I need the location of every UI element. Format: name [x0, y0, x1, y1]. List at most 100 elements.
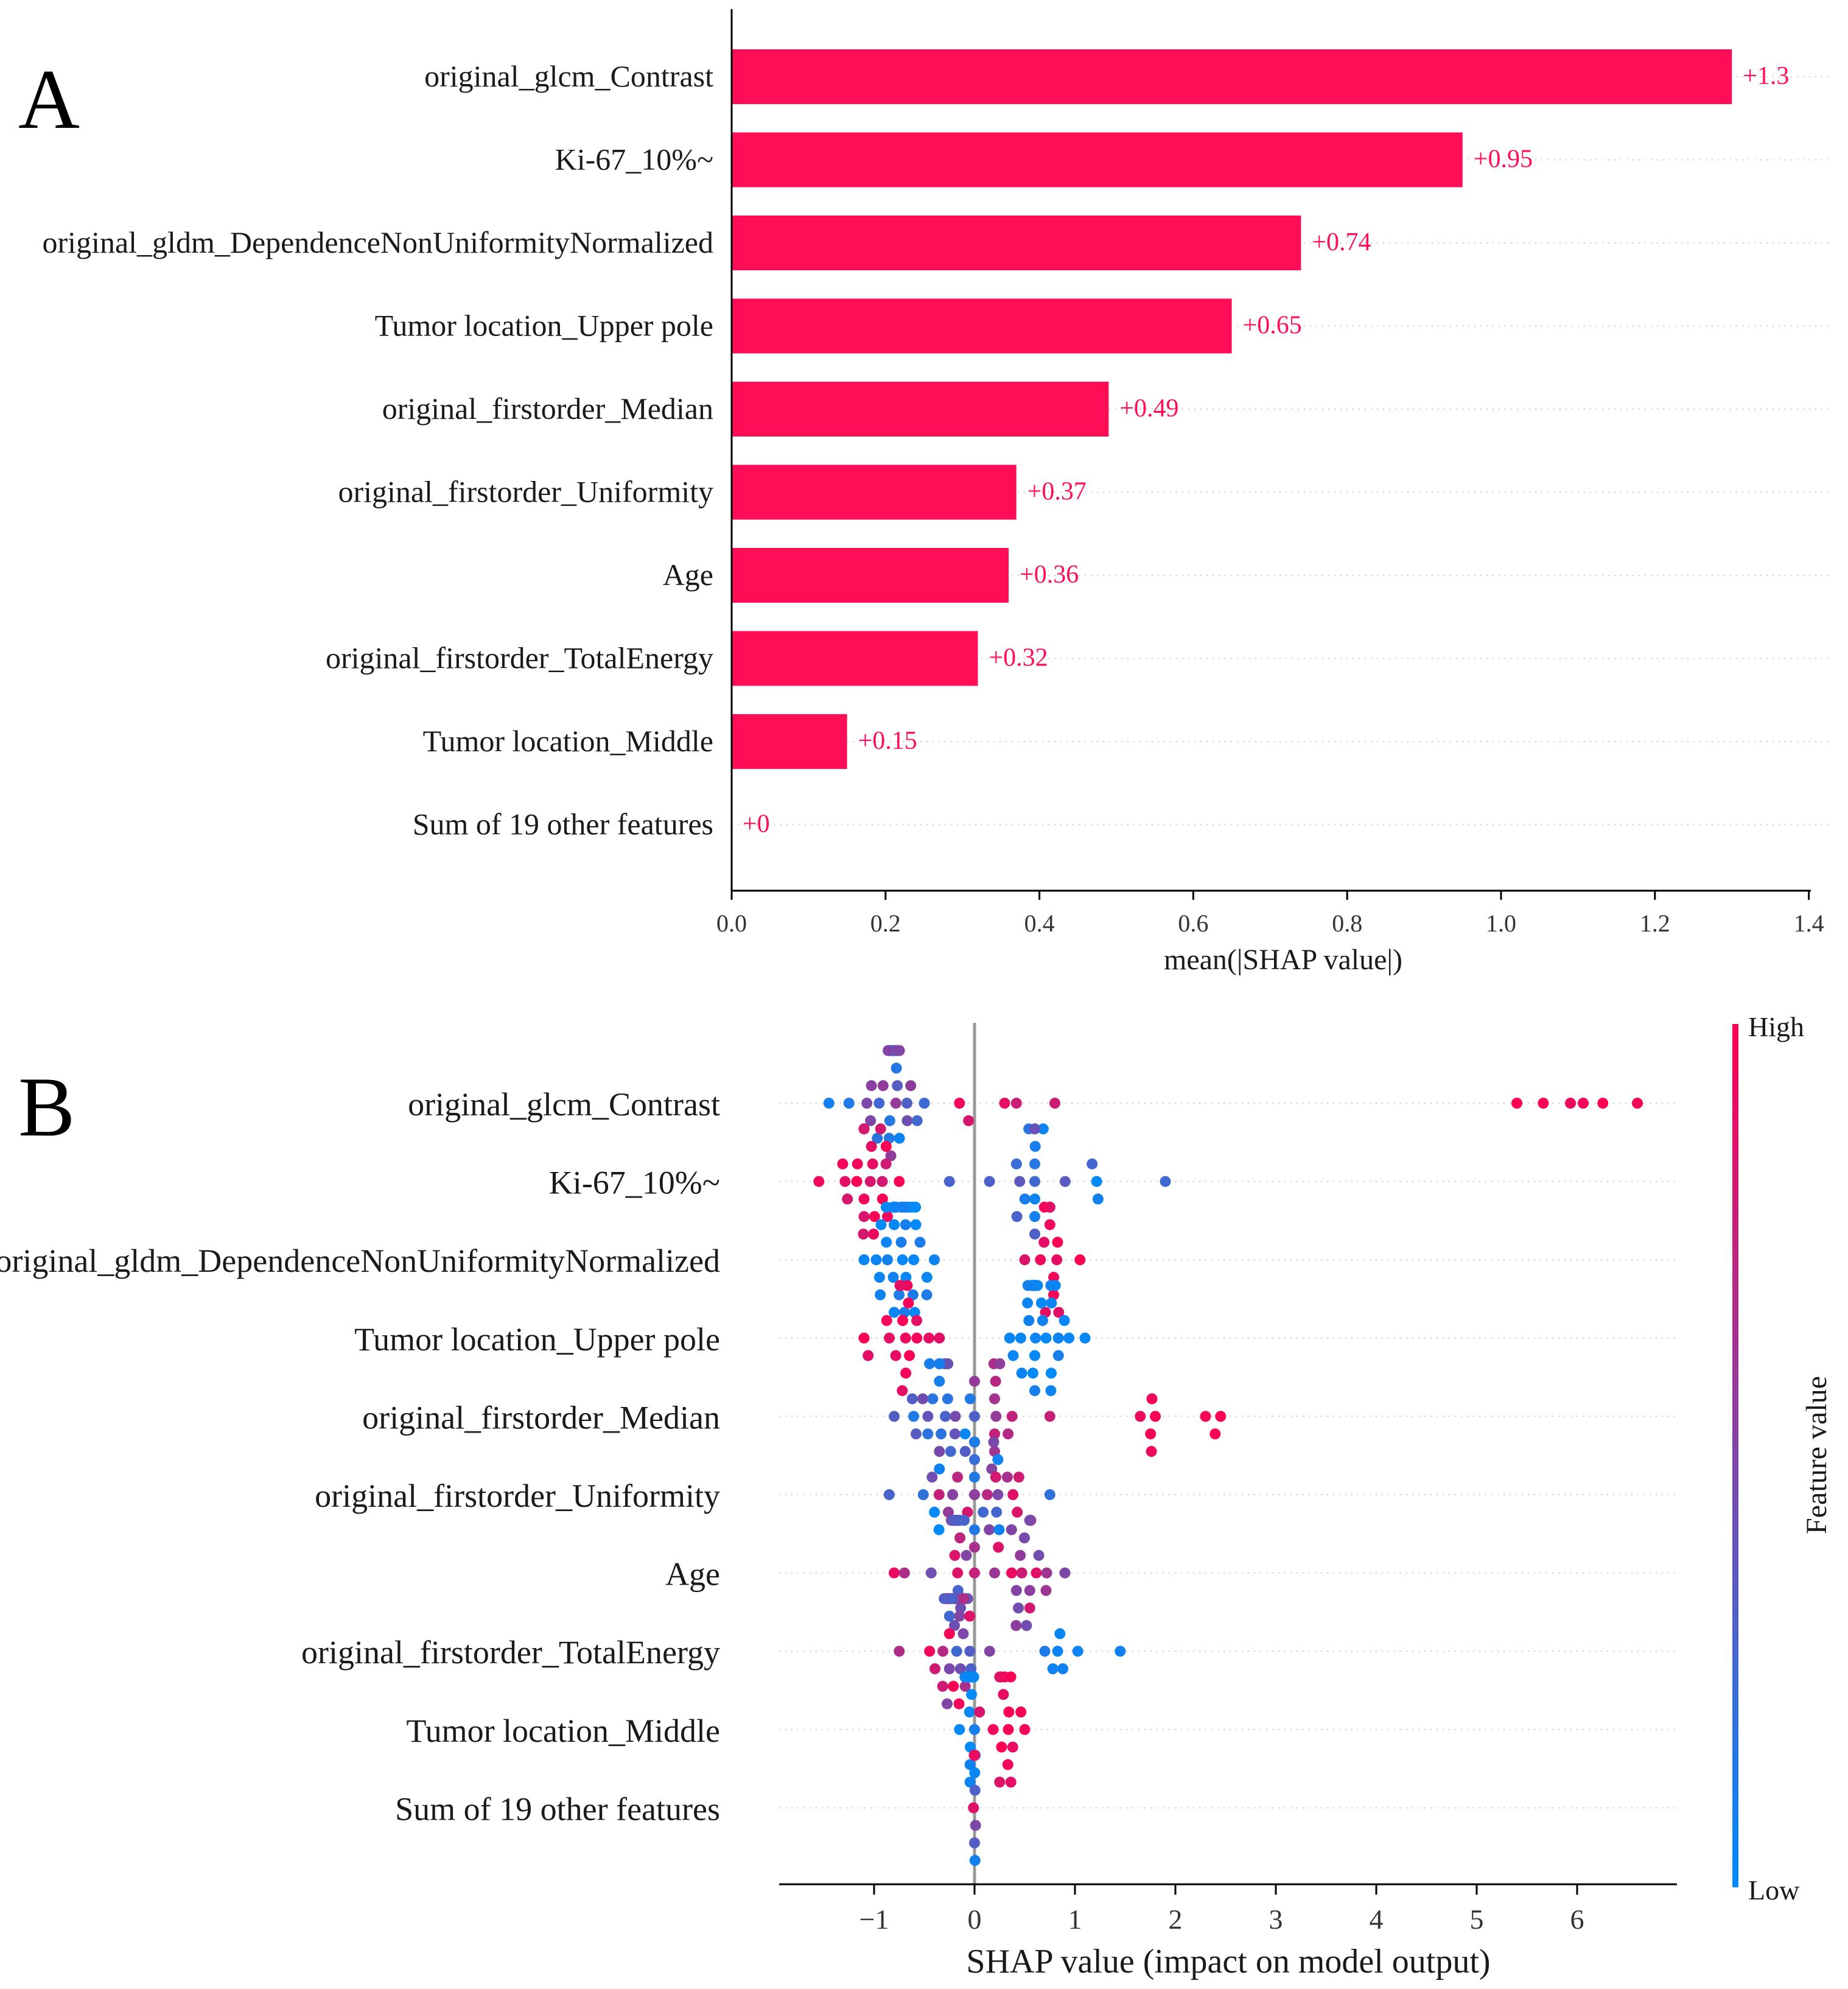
shap-dot — [1059, 1315, 1070, 1326]
shap-dot — [1035, 1254, 1046, 1266]
shap-dot — [924, 1358, 936, 1369]
shap-dot — [943, 1628, 955, 1640]
shap-dot — [880, 1141, 892, 1152]
shap-dot — [897, 1385, 908, 1397]
shap-dot — [1029, 1141, 1041, 1152]
shap-dot — [1041, 1567, 1052, 1579]
shap-dot — [842, 1193, 853, 1205]
shap-dot — [1003, 1428, 1014, 1440]
shap-dot — [1029, 1123, 1040, 1135]
shap-dot — [934, 1358, 945, 1369]
shap-dot — [1029, 1229, 1040, 1240]
shap-dot — [1038, 1201, 1050, 1213]
shap-dot — [898, 1567, 910, 1579]
shap-dot — [964, 1759, 976, 1770]
shap-dot — [861, 1098, 873, 1109]
shap-dot — [993, 1542, 1004, 1553]
y-axis-labels: original_glcm_Contrast Ki-67_10%~ original… — [0, 1086, 720, 1827]
bar-value-label: +0.15 — [858, 727, 917, 755]
shap-dot — [954, 1098, 965, 1109]
shap-dot — [1006, 1524, 1017, 1535]
colorbar-title: Feature value — [1801, 1376, 1833, 1534]
shap-dot — [950, 1411, 961, 1422]
shap-dot — [881, 1315, 892, 1326]
shap-dot — [1010, 1158, 1022, 1170]
shap-dot — [933, 1489, 945, 1500]
shap-dot — [813, 1176, 825, 1187]
shap-dot — [1010, 1585, 1022, 1596]
shap-dot — [953, 1698, 965, 1710]
panel-label-a: A — [18, 52, 80, 147]
shap-dot — [942, 1393, 953, 1405]
shap-dot — [911, 1332, 923, 1344]
shap-dot — [891, 1062, 902, 1074]
shap-dot — [969, 1472, 980, 1483]
shap-dot — [969, 1542, 980, 1553]
bar-value-label: +0.37 — [1027, 478, 1087, 506]
shap-dot — [970, 1820, 981, 1831]
shap-dot — [969, 1567, 980, 1579]
shap-dot — [929, 1254, 940, 1266]
shap-dot — [843, 1098, 855, 1109]
shap-dot — [957, 1628, 969, 1640]
shap-dot — [994, 1358, 1006, 1369]
shap-dot — [1019, 1193, 1031, 1205]
shap-dot — [943, 1663, 955, 1674]
shap-dot — [1209, 1428, 1221, 1440]
shap-dot — [933, 1524, 945, 1535]
bar-value-label: +0.36 — [1020, 561, 1079, 589]
shap-dot — [1051, 1254, 1063, 1266]
x-tick-label: 6 — [1570, 1904, 1584, 1935]
shap-dot — [934, 1375, 945, 1387]
shap-dot — [993, 1524, 1005, 1535]
shap-dot — [883, 1045, 894, 1056]
shap-dot — [1057, 1663, 1069, 1674]
shap-dot — [877, 1080, 889, 1092]
bar-value-label: +1.3 — [1743, 62, 1789, 90]
shap-dot — [1135, 1411, 1146, 1422]
shap-dot — [1035, 1297, 1047, 1309]
shap-dot — [992, 1489, 1004, 1500]
shap-dot — [1011, 1211, 1023, 1223]
shap-dot — [1019, 1532, 1030, 1543]
shap-dot — [881, 1237, 892, 1248]
shap-dot — [959, 1515, 970, 1526]
shap-dot — [966, 1689, 978, 1700]
shap-dot — [1022, 1297, 1034, 1309]
shap-dot — [963, 1115, 975, 1126]
shap-dot — [991, 1506, 1003, 1518]
bar-chart-panel-a: +1.3 +0.95 +0.74 +0.65 +0.49 +0.37 +0.36 +0.32 +… — [43, 9, 1832, 976]
shap-dot — [978, 1506, 989, 1518]
shap-dot — [900, 1367, 912, 1379]
shap-dot — [1031, 1567, 1042, 1579]
shap-dot — [952, 1472, 964, 1483]
shap-dot — [1030, 1332, 1041, 1344]
shap-dot — [994, 1777, 1006, 1788]
shap-dot — [999, 1098, 1010, 1109]
shap-dot — [964, 1777, 976, 1788]
shap-dot — [969, 1784, 981, 1796]
y-tick-label: original_firstorder_Median — [362, 1399, 720, 1436]
shap-dot — [1004, 1332, 1015, 1344]
shap-dot — [1024, 1585, 1035, 1596]
shap-dot — [958, 1593, 970, 1604]
shap-dot — [969, 1767, 981, 1778]
shap-dot — [969, 1454, 980, 1465]
y-tick-label: Age — [665, 1556, 720, 1593]
shap-dot — [1145, 1428, 1157, 1440]
shap-dot — [872, 1132, 883, 1144]
bar — [732, 548, 1009, 603]
shap-dot — [1029, 1158, 1040, 1170]
shap-dot — [1091, 1176, 1102, 1187]
shap-dot — [894, 1646, 905, 1657]
shap-dot — [945, 1446, 956, 1457]
shap-dot — [952, 1567, 964, 1579]
bar-value-labels: +1.3 +0.95 +0.74 +0.65 +0.49 +0.37 +0.36 +0.32 +… — [743, 62, 1789, 838]
shap-dot — [954, 1532, 966, 1543]
y-tick-label: Ki-67_10%~ — [549, 1165, 720, 1201]
shap-dot — [1146, 1393, 1158, 1405]
shap-dot — [1015, 1707, 1027, 1717]
shap-dot — [869, 1211, 880, 1223]
shap-dot — [942, 1358, 954, 1369]
shap-dot — [917, 1393, 928, 1405]
